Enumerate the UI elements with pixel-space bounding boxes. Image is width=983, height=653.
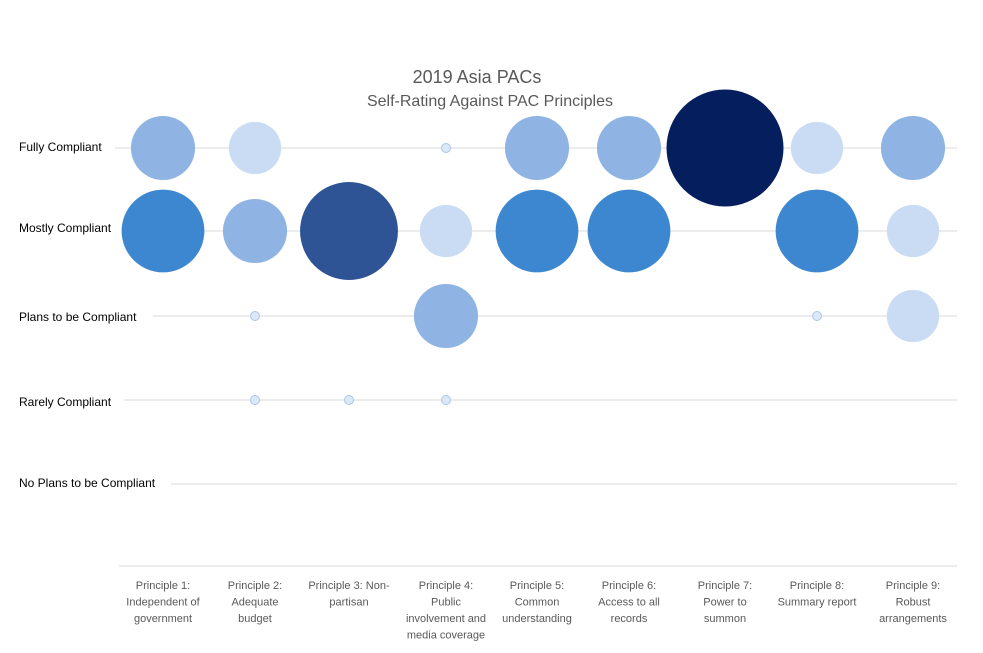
bubble-principle-9-mostly-compliant <box>886 204 940 258</box>
bubble-principle-4-mostly-compliant <box>419 204 473 258</box>
bubble-principle-5-mostly-compliant <box>495 189 579 273</box>
x-label-principle-9: Principle 9: Robust arrangements <box>879 580 947 625</box>
y-label-no-plans-to-be-compliant: No Plans to be Compliant <box>19 476 156 490</box>
bubble-principle-4-fully-compliant <box>441 143 451 153</box>
bubble-principle-4-rarely-compliant <box>441 395 451 405</box>
bubble-principle-2-fully-compliant <box>228 121 282 175</box>
chart-title: 2019 Asia PACs <box>413 67 542 87</box>
x-label-principle-2: Principle 2: Adequate budget <box>228 580 282 625</box>
bubble-principle-3-rarely-compliant <box>344 395 354 405</box>
bubble-principle-1-mostly-compliant <box>121 189 205 273</box>
bubble-principle-8-mostly-compliant <box>775 189 859 273</box>
bubble-principle-5-fully-compliant <box>504 115 570 181</box>
y-label-fully-compliant: Fully Compliant <box>19 140 102 154</box>
y-axis-labels: Fully Compliant Mostly Compliant Plans to … <box>19 140 156 490</box>
bubble-principle-9-plans-to-be-compliant <box>886 289 940 343</box>
bubble-principle-3-mostly-compliant <box>300 182 398 280</box>
x-label-principle-7: Principle 7: Power to summon <box>698 580 752 625</box>
bubble-principle-6-fully-compliant <box>596 115 662 181</box>
bubble-principle-2-mostly-compliant <box>222 198 288 264</box>
bubble-principle-9-fully-compliant <box>880 115 946 181</box>
x-label-principle-4: Principle 4: Public involvement and media c… <box>406 580 486 642</box>
bubble-series <box>121 89 946 405</box>
x-label-principle-1: Principle 1: Independent of government <box>126 580 200 625</box>
chart-subtitle: Self-Rating Against PAC Principles <box>367 93 613 110</box>
y-label-plans-to-be-compliant: Plans to be Compliant <box>19 310 137 324</box>
bubble-principle-2-rarely-compliant <box>250 395 260 405</box>
x-label-principle-5: Principle 5: Common understanding <box>502 580 572 625</box>
y-label-mostly-compliant: Mostly Compliant <box>19 221 112 235</box>
x-label-principle-8: Principle 8: Summary report <box>778 580 857 609</box>
y-label-rarely-compliant: Rarely Compliant <box>19 395 112 409</box>
bubble-principle-2-plans-to-be-compliant <box>250 311 260 321</box>
x-label-principle-6: Principle 6: Access to all records <box>598 580 660 625</box>
bubble-principle-6-mostly-compliant <box>587 189 671 273</box>
x-axis-labels: Principle 1: Independent of government Prin… <box>126 580 947 642</box>
bubble-principle-4-plans-to-be-compliant <box>413 283 479 349</box>
bubble-principle-1-fully-compliant <box>130 115 196 181</box>
bubble-principle-8-fully-compliant <box>790 121 844 175</box>
bubble-principle-7-fully-compliant <box>666 89 784 207</box>
x-label-principle-3: Principle 3: Non-partisan <box>308 580 390 609</box>
bubble-principle-8-plans-to-be-compliant <box>812 311 822 321</box>
